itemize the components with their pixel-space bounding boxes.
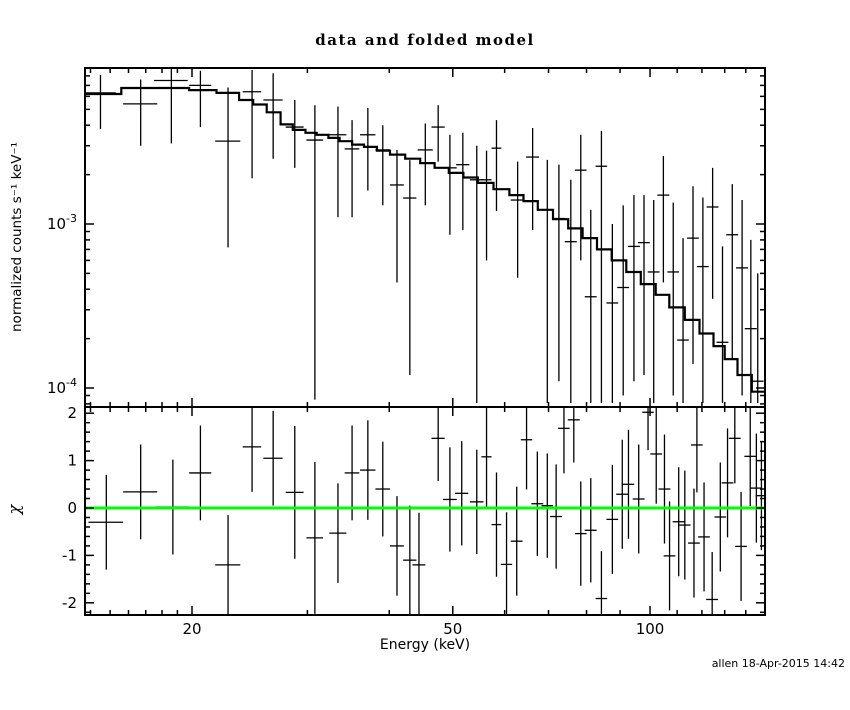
- svg-text:2: 2: [67, 404, 77, 422]
- svg-text:20: 20: [182, 620, 201, 638]
- svg-text:1: 1: [67, 452, 77, 470]
- xspec-plot-figure: 20 50 100 10-3 10-4 2 1 0 -1 -2 data and folded m…: [5, 31, 846, 670]
- folded-model-line: [85, 86, 765, 393]
- svg-text:10-3: 10-3: [47, 212, 77, 233]
- residuals-panel: [85, 407, 765, 615]
- svg-text:10-4: 10-4: [47, 376, 77, 397]
- timestamp-label: allen 18-Apr-2015 14:42: [711, 657, 845, 670]
- x-axis-label: Energy (keV): [379, 637, 471, 653]
- svg-text:100: 100: [636, 620, 665, 638]
- svg-text:-1: -1: [62, 546, 77, 564]
- plot-canvas: 20 50 100 10-3 10-4 2 1 0 -1 -2: [47, 67, 766, 638]
- svg-text:0: 0: [67, 499, 77, 517]
- plot-title: data and folded model: [315, 31, 535, 49]
- svg-text:-2: -2: [62, 594, 77, 612]
- residuals-frame: [84, 406, 766, 616]
- svg-text:50: 50: [443, 620, 462, 638]
- spectrum-panel: [85, 69, 765, 404]
